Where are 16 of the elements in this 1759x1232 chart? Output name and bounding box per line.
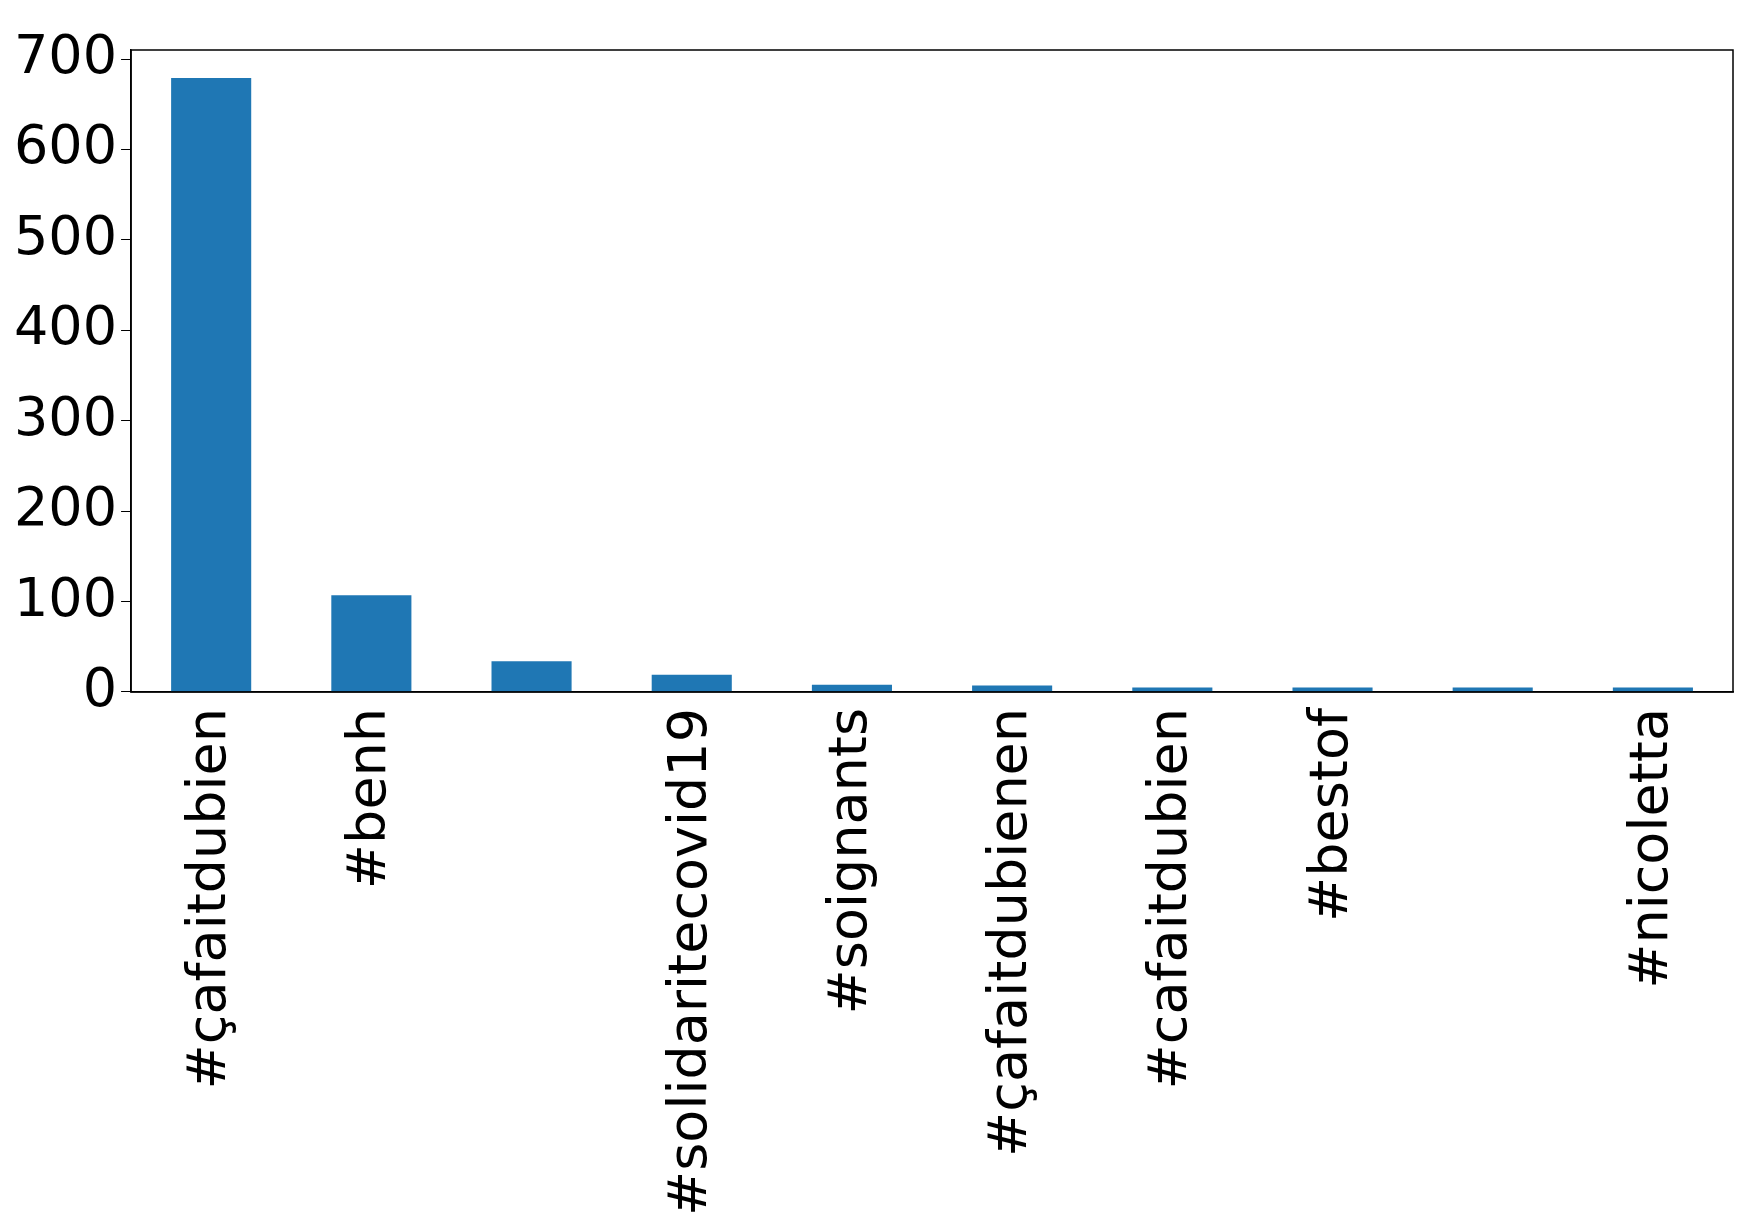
x-tick-label: #çafaitdubienen [976, 707, 1040, 1157]
y-tick-label: 100 [13, 565, 118, 629]
x-tick-label: #solidaritecovid19 [655, 707, 719, 1217]
y-tick-label: 700 [13, 23, 118, 87]
x-tick-label: #cafaitdubien [1136, 707, 1200, 1090]
y-tick-label: 0 [82, 655, 118, 719]
x-tick-label: #soignants [815, 707, 879, 1015]
x-tick-label: #benh [335, 707, 399, 890]
y-tick-label: 600 [13, 113, 118, 177]
y-tick-label: 200 [13, 475, 118, 539]
y-tick-label: 500 [13, 203, 118, 267]
y-tick-label: 400 [13, 294, 118, 358]
x-tick-label: #çafaitdubien [175, 707, 239, 1090]
x-tick-label: #bestof [1296, 705, 1360, 923]
y-tick-label: 300 [13, 384, 118, 448]
x-tick-label: #nicoletta [1616, 707, 1680, 989]
